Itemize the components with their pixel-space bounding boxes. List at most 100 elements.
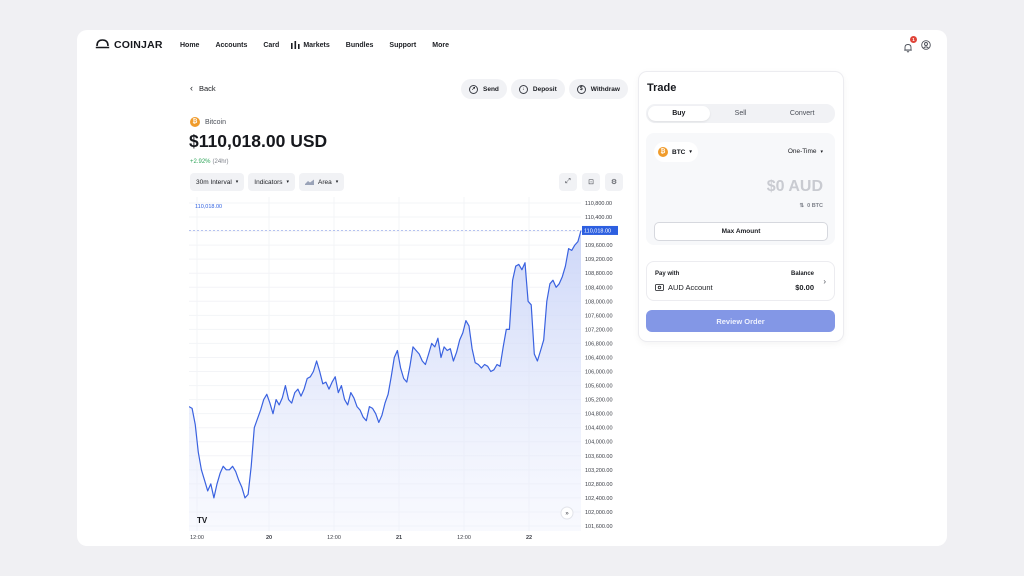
- indicators-select[interactable]: Indicators ▾: [248, 173, 295, 191]
- amount-input[interactable]: $0 AUD: [766, 178, 823, 195]
- price-line: [189, 230, 582, 499]
- chart-type-label: Area: [318, 178, 332, 186]
- chart-tools: ⤢ ⊡ ⚙: [559, 173, 623, 191]
- y-tick-label: 105,200.00: [585, 398, 613, 404]
- price-change: +2.92% (24hr): [190, 159, 229, 165]
- pay-with-selector[interactable]: Pay with AUD Account Balance $0.00 ›: [646, 261, 835, 301]
- pay-account-name: AUD Account: [668, 283, 713, 292]
- back-label: Back: [199, 83, 216, 93]
- coin-select[interactable]: ₿ BTC ▾: [654, 142, 698, 162]
- y-tick-label: 104,400.00: [585, 426, 613, 432]
- nav-item-bundles[interactable]: Bundles: [345, 41, 374, 49]
- asset-actions: ↗ Send ↓ Deposit $ Withdraw: [461, 79, 628, 99]
- tab-buy[interactable]: Buy: [648, 106, 710, 121]
- chevron-down-icon: ▾: [689, 149, 692, 155]
- asset-name: Bitcoin: [205, 118, 227, 126]
- y-tick-label: 110,800.00: [585, 201, 612, 207]
- pay-account: AUD Account: [655, 283, 713, 292]
- send-label: Send: [483, 85, 499, 93]
- top-nav: COINJAR Home Accounts Card Markets Bundl…: [77, 30, 947, 62]
- nav-item-card[interactable]: Card: [263, 41, 280, 49]
- brand-name: COINJAR: [114, 38, 163, 51]
- send-button[interactable]: ↗ Send: [461, 79, 507, 99]
- notifications-button[interactable]: 1: [903, 36, 917, 53]
- deposit-button[interactable]: ↓ Deposit: [510, 79, 565, 99]
- deposit-icon: ↓: [518, 84, 528, 94]
- tab-sell[interactable]: Sell: [734, 110, 747, 117]
- deposit-label: Deposit: [532, 85, 557, 93]
- trade-panel: Trade Buy Sell Convert ₿ BTC ▾ One-Time …: [639, 72, 843, 341]
- nav-item-home[interactable]: Home: [180, 41, 200, 49]
- y-tick-label: 106,400.00: [585, 355, 613, 361]
- chevron-right-icon: ›: [823, 277, 826, 286]
- tab-convert[interactable]: Convert: [789, 110, 815, 117]
- x-tick-label: 22: [526, 535, 532, 541]
- nav-item-accounts[interactable]: Accounts: [215, 41, 248, 49]
- nav-item-support[interactable]: Support: [389, 41, 417, 49]
- gear-icon: ⚙: [610, 179, 618, 186]
- notification-badge: 1: [910, 36, 917, 43]
- x-tick-label: 12:00: [327, 535, 341, 541]
- chart-type-select[interactable]: Area ▾: [299, 173, 345, 191]
- fullscreen-button[interactable]: ⤢: [559, 173, 577, 191]
- nav-item-more[interactable]: More: [432, 41, 449, 49]
- chevron-down-icon: ▾: [286, 179, 289, 185]
- price-area: [189, 230, 581, 531]
- interval-select[interactable]: 30m Interval ▾: [190, 173, 245, 191]
- bitcoin-icon: ₿: [190, 117, 200, 127]
- screenshot-button[interactable]: ⊡: [582, 173, 600, 191]
- y-tick-label: 104,000.00: [585, 440, 613, 446]
- price-chart-svg: 110,800.00110,400.00110,000.00109,600.00…: [189, 197, 618, 541]
- amount-box: ₿ BTC ▾ One-Time ▾ $0 AUD ⇅ 0 BTC Max Amo…: [646, 133, 835, 245]
- trade-tabs: Buy Sell Convert: [646, 104, 835, 123]
- y-tick-label: 106,000.00: [585, 370, 613, 376]
- brand-logo[interactable]: COINJAR: [95, 38, 163, 51]
- last-price-label: 110,018.00: [584, 228, 611, 234]
- change-percent: +2.92%: [190, 159, 211, 165]
- coin-label: BTC: [672, 148, 686, 156]
- frequency-label: One-Time: [787, 148, 817, 155]
- y-tick-label: 109,200.00: [585, 257, 613, 263]
- y-tick-label: 102,400.00: [585, 496, 613, 502]
- review-order-button[interactable]: Review Order: [646, 310, 835, 332]
- top-left-price-label: 110,018.00: [195, 204, 222, 210]
- y-tick-label: 104,800.00: [585, 412, 613, 418]
- max-amount-button[interactable]: Max Amount: [654, 222, 828, 241]
- nav-item-markets[interactable]: Markets: [291, 41, 330, 49]
- y-tick-label: 106,800.00: [585, 341, 613, 347]
- trade-title: Trade: [647, 82, 677, 94]
- chevron-left-icon: ‹: [190, 83, 193, 93]
- nav-right: 1: [903, 36, 931, 53]
- y-tick-label: 103,600.00: [585, 454, 613, 460]
- price-chart[interactable]: 110,800.00110,400.00110,000.00109,600.00…: [189, 195, 621, 545]
- expand-icon: ⤢: [565, 178, 571, 185]
- last-price-tag: [582, 225, 618, 235]
- markets-bars-icon: [291, 41, 300, 49]
- scroll-to-latest-button[interactable]: [560, 506, 574, 520]
- x-tick-label: 12:00: [457, 535, 471, 541]
- chart-toolbar: 30m Interval ▾ Indicators ▾ Area ▾: [190, 173, 345, 191]
- swap-icon[interactable]: ⇅: [799, 203, 805, 209]
- chevron-down-icon: ▾: [235, 179, 239, 185]
- y-tick-label: 108,800.00: [585, 271, 613, 277]
- nav-links: Home Accounts Card Markets Bundles Suppo…: [180, 41, 449, 49]
- chart-settings-button[interactable]: ⚙: [605, 173, 623, 191]
- coinjar-logo-icon: [95, 39, 110, 49]
- cash-icon: [655, 284, 664, 291]
- bitcoin-icon: ₿: [658, 147, 668, 157]
- y-tick-label: 107,600.00: [585, 313, 613, 319]
- x-tick-label: 12:00: [190, 535, 204, 541]
- chevron-down-icon: ▾: [335, 179, 339, 185]
- balance-value: $0.00: [795, 283, 814, 292]
- frequency-select[interactable]: One-Time ▾: [788, 148, 823, 155]
- y-tick-label: 108,000.00: [585, 299, 613, 305]
- withdraw-label: Withdraw: [590, 85, 620, 93]
- chevron-down-icon: ▾: [820, 148, 823, 155]
- back-button[interactable]: ‹ Back: [190, 83, 216, 93]
- account-icon[interactable]: [921, 40, 931, 50]
- nav-item-markets-label: Markets: [303, 41, 330, 49]
- withdraw-button[interactable]: $ Withdraw: [568, 79, 628, 99]
- y-tick-label: 109,600.00: [585, 243, 613, 249]
- asset-header: ₿ Bitcoin: [190, 117, 226, 127]
- y-tick-label: 101,600.00: [585, 524, 613, 530]
